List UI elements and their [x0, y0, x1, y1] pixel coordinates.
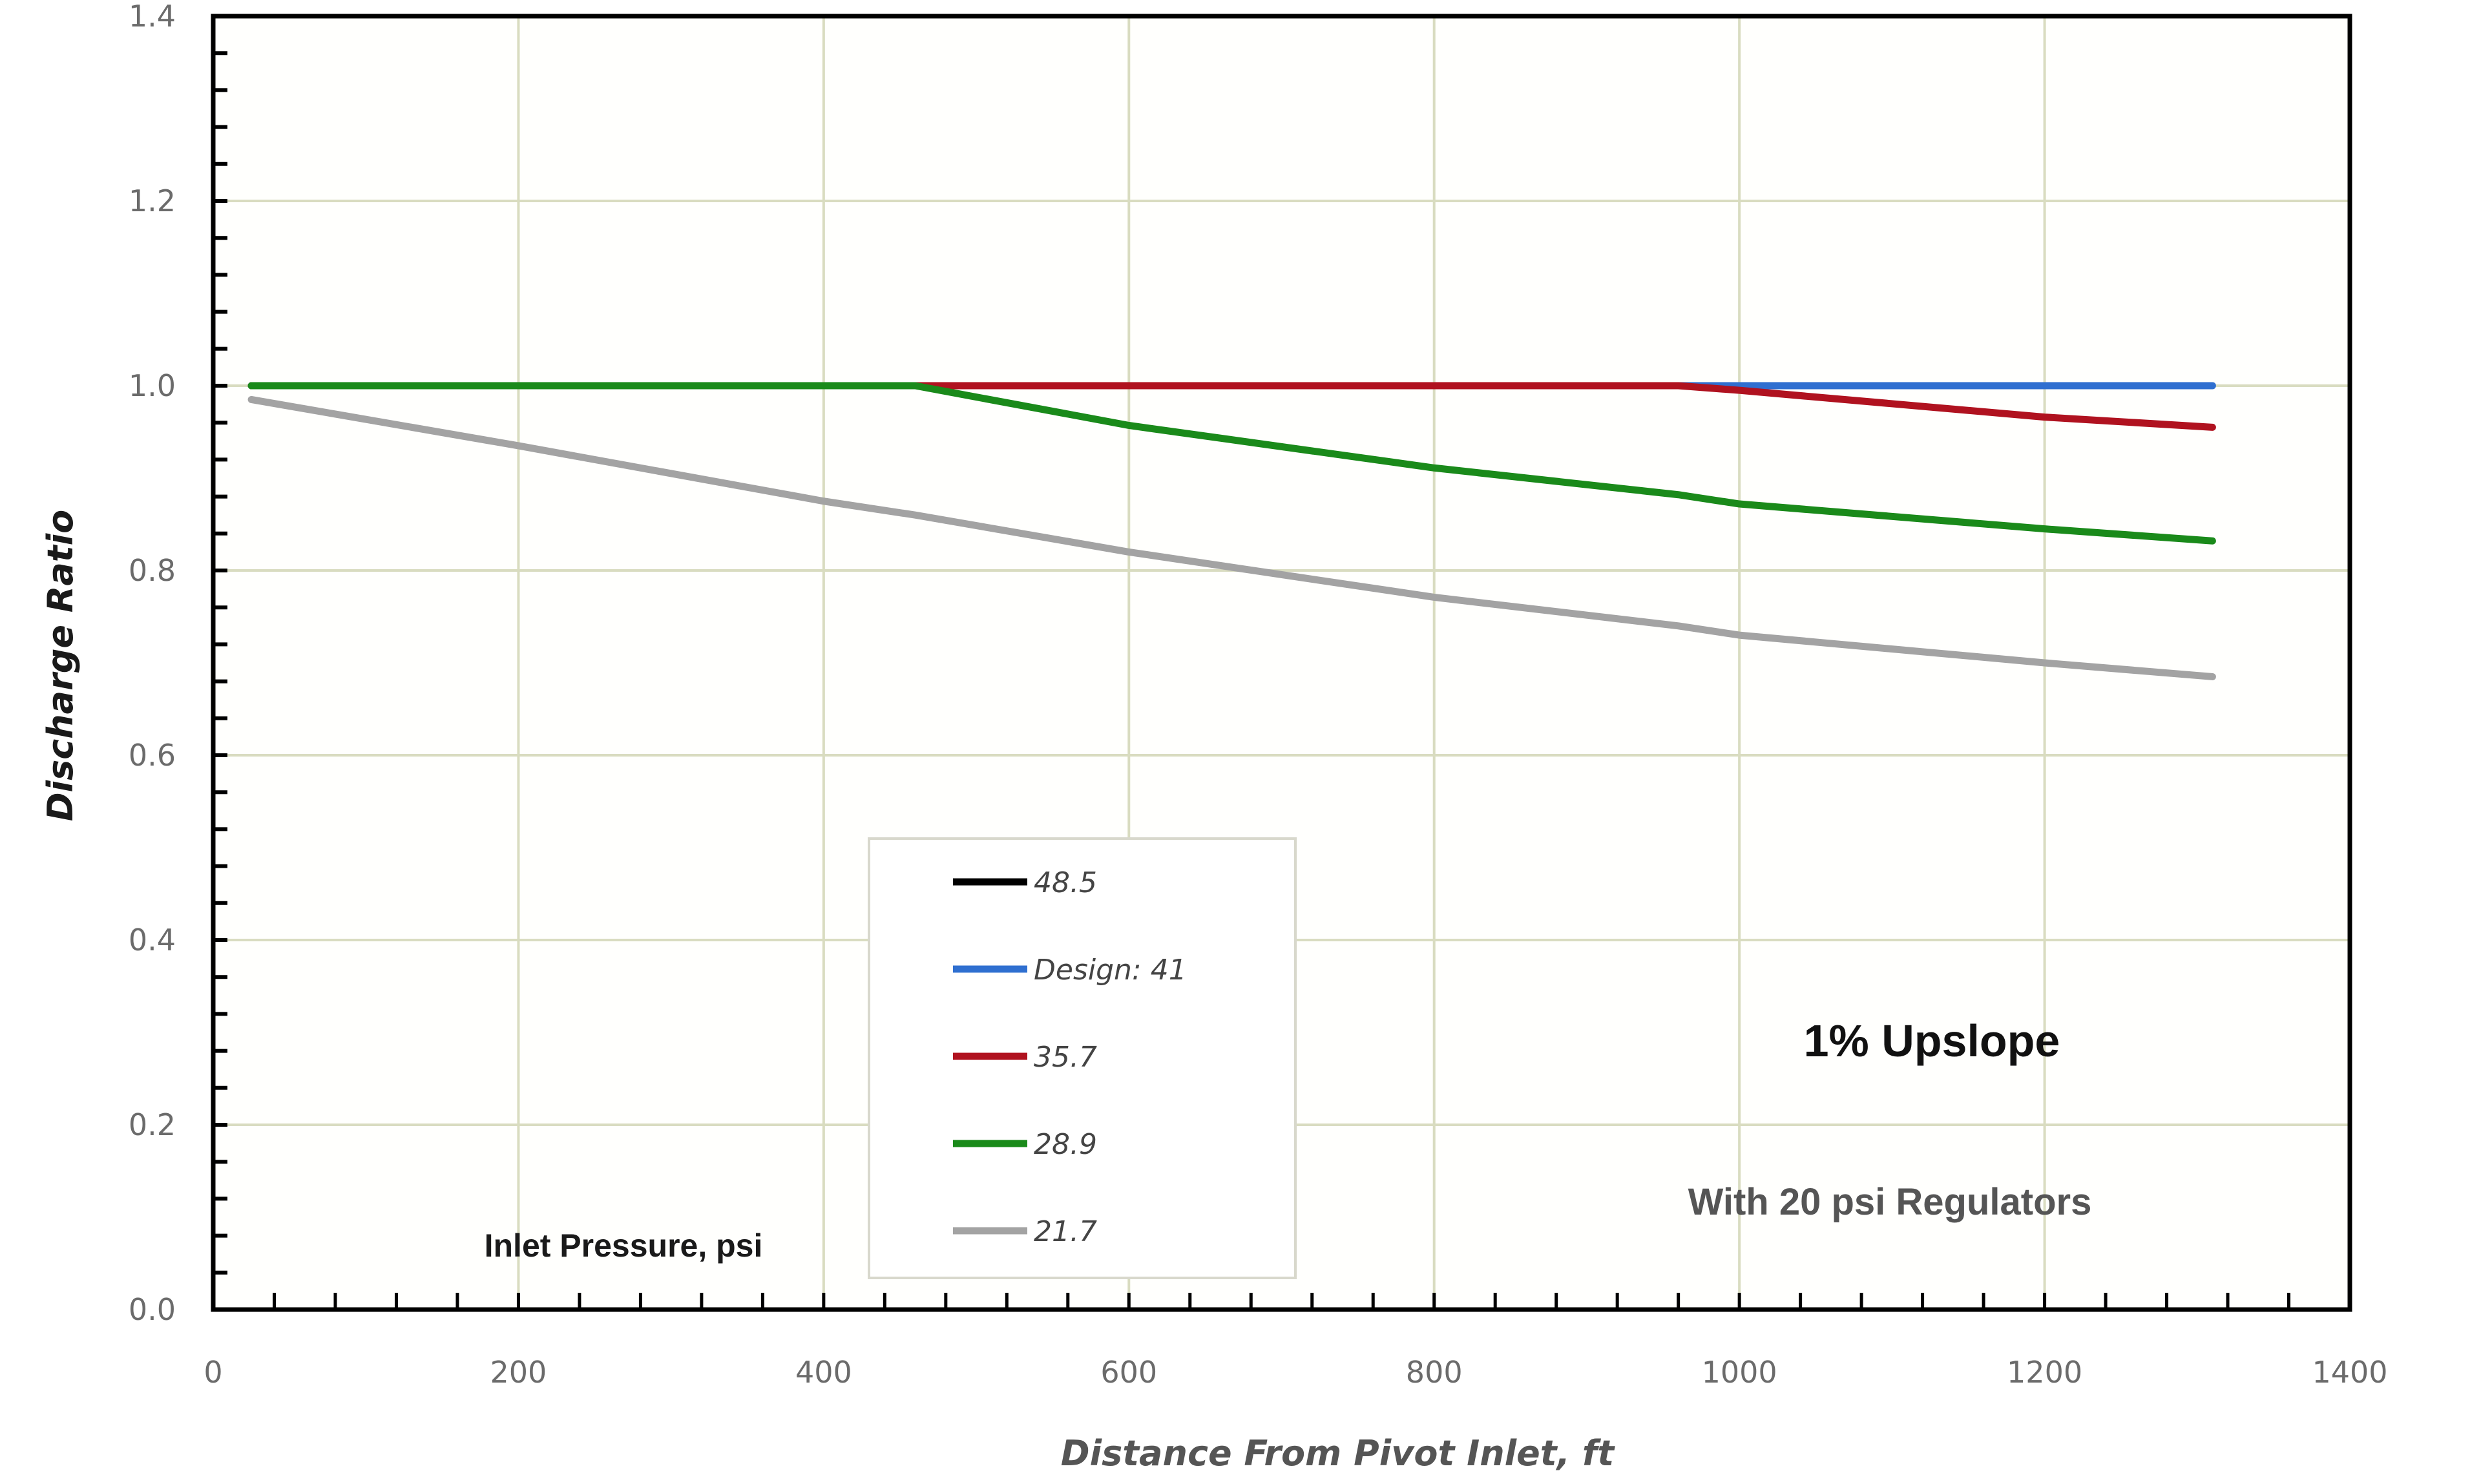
legend-title-inlet-pressure: Inlet Pressure, psi [485, 1228, 763, 1264]
y-tick-label: 1.2 [129, 183, 176, 218]
x-tick-label: 1000 [1702, 1355, 1777, 1390]
y-tick-label: 0.2 [129, 1107, 176, 1142]
data-series [247, 382, 2216, 680]
legend-label: 35.7 [1034, 1041, 1097, 1074]
y-tick-label: 0.6 [129, 738, 176, 773]
slope-annotation: 1% Upslope [1804, 1016, 2060, 1066]
legend-label: Design: 41 [1034, 954, 1187, 987]
plot-frame [211, 14, 2352, 1312]
legend-item: 35.7 [953, 1041, 1097, 1074]
x-axis-title: Distance From Pivot Inlet, ft [1061, 1433, 1616, 1474]
y-axis-title: Discharge Ratio [40, 510, 81, 822]
x-tick-label: 0 [204, 1355, 222, 1390]
x-tick-label: 1400 [2312, 1355, 2387, 1390]
legend-label: 21.7 [1034, 1215, 1097, 1248]
y-tick-label: 0.8 [129, 553, 176, 588]
x-tick-label: 400 [795, 1355, 852, 1390]
regulator-annotation: With 20 psi Regulators [1688, 1181, 2092, 1223]
legend-item: 48.5 [953, 866, 1097, 899]
y-tick-label: 1.0 [129, 368, 176, 403]
legend-label: 28.9 [1034, 1128, 1097, 1161]
legend-item: 21.7 [953, 1215, 1097, 1248]
y-tick-label: 1.4 [129, 0, 176, 34]
axis-ticks [211, 14, 2352, 1312]
legend-item: Design: 41 [953, 954, 1187, 987]
y-tick-label: 0.4 [129, 923, 176, 957]
x-tick-label: 600 [1100, 1355, 1157, 1390]
x-tick-label: 800 [1406, 1355, 1463, 1390]
series-line-21-7 [247, 395, 2216, 680]
y-tick-label: 0.0 [129, 1292, 176, 1327]
x-tick-label: 200 [490, 1355, 547, 1390]
x-tick-label: 1200 [2007, 1355, 2082, 1390]
legend-label: 48.5 [1034, 866, 1097, 899]
series-line-28-9 [247, 382, 2216, 545]
legend: 48.5 Design: 41 35.7 28.9 21.7 [868, 837, 1297, 1279]
axis-tick-labels: 0 200 400 600 800 1000 1200 1400 0.0 0.2 0.4 0.6 0.8… [129, 0, 2388, 1390]
legend-item: 28.9 [953, 1128, 1097, 1161]
legend-box [868, 837, 1297, 1279]
